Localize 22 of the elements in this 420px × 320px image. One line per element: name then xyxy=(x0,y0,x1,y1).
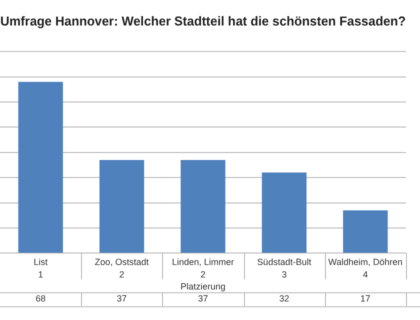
text: 4 xyxy=(362,270,368,280)
data-label: 37 xyxy=(116,294,127,304)
x-tick-label: Waldheim, Döhren xyxy=(328,257,402,268)
text: 1 xyxy=(38,270,44,280)
bar xyxy=(262,172,307,253)
data-label: 32 xyxy=(279,294,290,304)
x-axis-title: Platzierung xyxy=(180,282,226,292)
bar xyxy=(99,160,144,253)
bar xyxy=(343,210,388,253)
x-tick-label: Südstadt-Bult xyxy=(257,257,312,268)
data-label: 37 xyxy=(198,294,208,304)
text: 3 xyxy=(282,270,287,280)
x-tick-label: Zoo, Oststadt xyxy=(94,257,150,268)
data-label: 17 xyxy=(360,294,370,304)
chart-title: Umfrage Hannover: Welcher Stadtteil hat die schönsten Fassaden? xyxy=(0,13,406,28)
x-tick-label: List xyxy=(34,257,48,268)
bar xyxy=(18,82,63,253)
text: 2 xyxy=(119,270,124,280)
bar xyxy=(180,160,226,253)
data-label: 68 xyxy=(36,294,46,304)
text: 2 xyxy=(200,270,206,280)
x-tick-label: Linden, Limmer xyxy=(172,257,234,268)
